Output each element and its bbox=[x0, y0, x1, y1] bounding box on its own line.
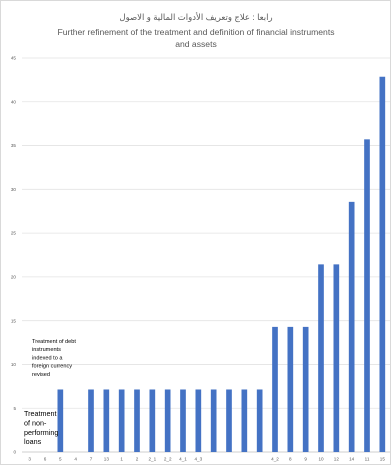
x-tick-label: 6 bbox=[44, 457, 47, 462]
x-tick-label: 3 bbox=[28, 457, 31, 462]
bar bbox=[149, 389, 156, 452]
bar bbox=[348, 201, 355, 452]
x-tick-label: 4 bbox=[74, 457, 77, 462]
annotation-non-performing-loans: of non- bbox=[24, 418, 47, 427]
annotation-debt-instruments: Treatment of debt bbox=[32, 339, 76, 345]
annotations: Treatment of debt instruments indexed to a… bbox=[24, 339, 76, 446]
bar bbox=[226, 389, 232, 452]
bar bbox=[88, 389, 94, 452]
bar bbox=[318, 264, 324, 452]
x-tick-label: 7 bbox=[90, 457, 93, 462]
bar bbox=[164, 389, 171, 452]
bar bbox=[272, 326, 278, 452]
y-tick-label: 40 bbox=[11, 99, 17, 104]
bar bbox=[241, 389, 248, 452]
y-tick-label: 45 bbox=[11, 56, 17, 61]
bars bbox=[57, 76, 386, 453]
y-tick-label: 0 bbox=[13, 450, 16, 455]
y-tick-label: 10 bbox=[11, 362, 17, 367]
y-tick-label: 15 bbox=[11, 318, 17, 323]
x-tick-label: 4_1 bbox=[179, 457, 187, 462]
x-tick-label: 2 bbox=[136, 457, 139, 462]
x-tick-label: 5 bbox=[59, 457, 62, 462]
bar bbox=[256, 389, 263, 452]
annotation-debt-instruments: foreign currency bbox=[32, 364, 72, 370]
chart-title-english-line1: Further refinement of the treatment and … bbox=[57, 27, 335, 37]
bar bbox=[118, 389, 125, 452]
annotation-debt-instruments: revised bbox=[32, 372, 50, 378]
y-tick-label: 35 bbox=[11, 143, 17, 148]
bar bbox=[333, 264, 340, 452]
x-tick-label: 11 bbox=[365, 457, 370, 462]
x-tick-label: 4_3 bbox=[194, 457, 202, 462]
annotation-non-performing-loans: Treatment bbox=[24, 409, 57, 418]
x-tick-label: 15 bbox=[380, 457, 386, 462]
annotation-debt-instruments: indexed to a bbox=[32, 355, 63, 361]
x-tick-label: 2_2 bbox=[164, 457, 172, 462]
x-axis-ticks: 3 6 5 4 7 13 1 2 2_1 2_2 4_1 4_3 4_2 8 9 10 12 14 11 15 bbox=[28, 457, 385, 462]
y-axis-ticks: 0 5 10 15 20 25 30 35 40 45 bbox=[11, 56, 17, 455]
bar bbox=[287, 326, 294, 452]
x-tick-label: 13 bbox=[104, 457, 110, 462]
x-tick-label: 1 bbox=[120, 457, 123, 462]
x-tick-label: 14 bbox=[349, 457, 355, 462]
y-tick-label: 25 bbox=[11, 231, 17, 236]
bar bbox=[302, 326, 309, 452]
bar bbox=[103, 389, 110, 452]
annotation-non-performing-loans: loans bbox=[24, 437, 42, 446]
x-tick-label: 9 bbox=[304, 457, 307, 462]
bar bbox=[379, 76, 386, 453]
bar bbox=[364, 139, 370, 452]
y-tick-label: 5 bbox=[13, 406, 16, 411]
x-tick-label: 12 bbox=[334, 457, 340, 462]
annotation-debt-instruments: instruments bbox=[32, 347, 61, 353]
chart-title-english-line2: and assets bbox=[175, 39, 217, 49]
x-tick-label: 2_1 bbox=[148, 457, 156, 462]
chart-title-arabic: رابعا : علاج وتعريف الأدوات المالية و ال… bbox=[119, 12, 273, 22]
x-tick-label: 8 bbox=[289, 457, 292, 462]
annotation-non-performing-loans: performing bbox=[24, 428, 58, 437]
bar bbox=[180, 389, 186, 452]
y-tick-label: 20 bbox=[11, 274, 17, 279]
y-tick-label: 30 bbox=[11, 187, 17, 192]
bar bbox=[134, 389, 140, 452]
x-tick-label: 4_2 bbox=[271, 457, 279, 462]
x-tick-label: 10 bbox=[318, 457, 324, 462]
bar bbox=[210, 389, 217, 452]
bar bbox=[57, 389, 64, 452]
bar bbox=[195, 389, 202, 452]
gridlines bbox=[22, 57, 390, 453]
